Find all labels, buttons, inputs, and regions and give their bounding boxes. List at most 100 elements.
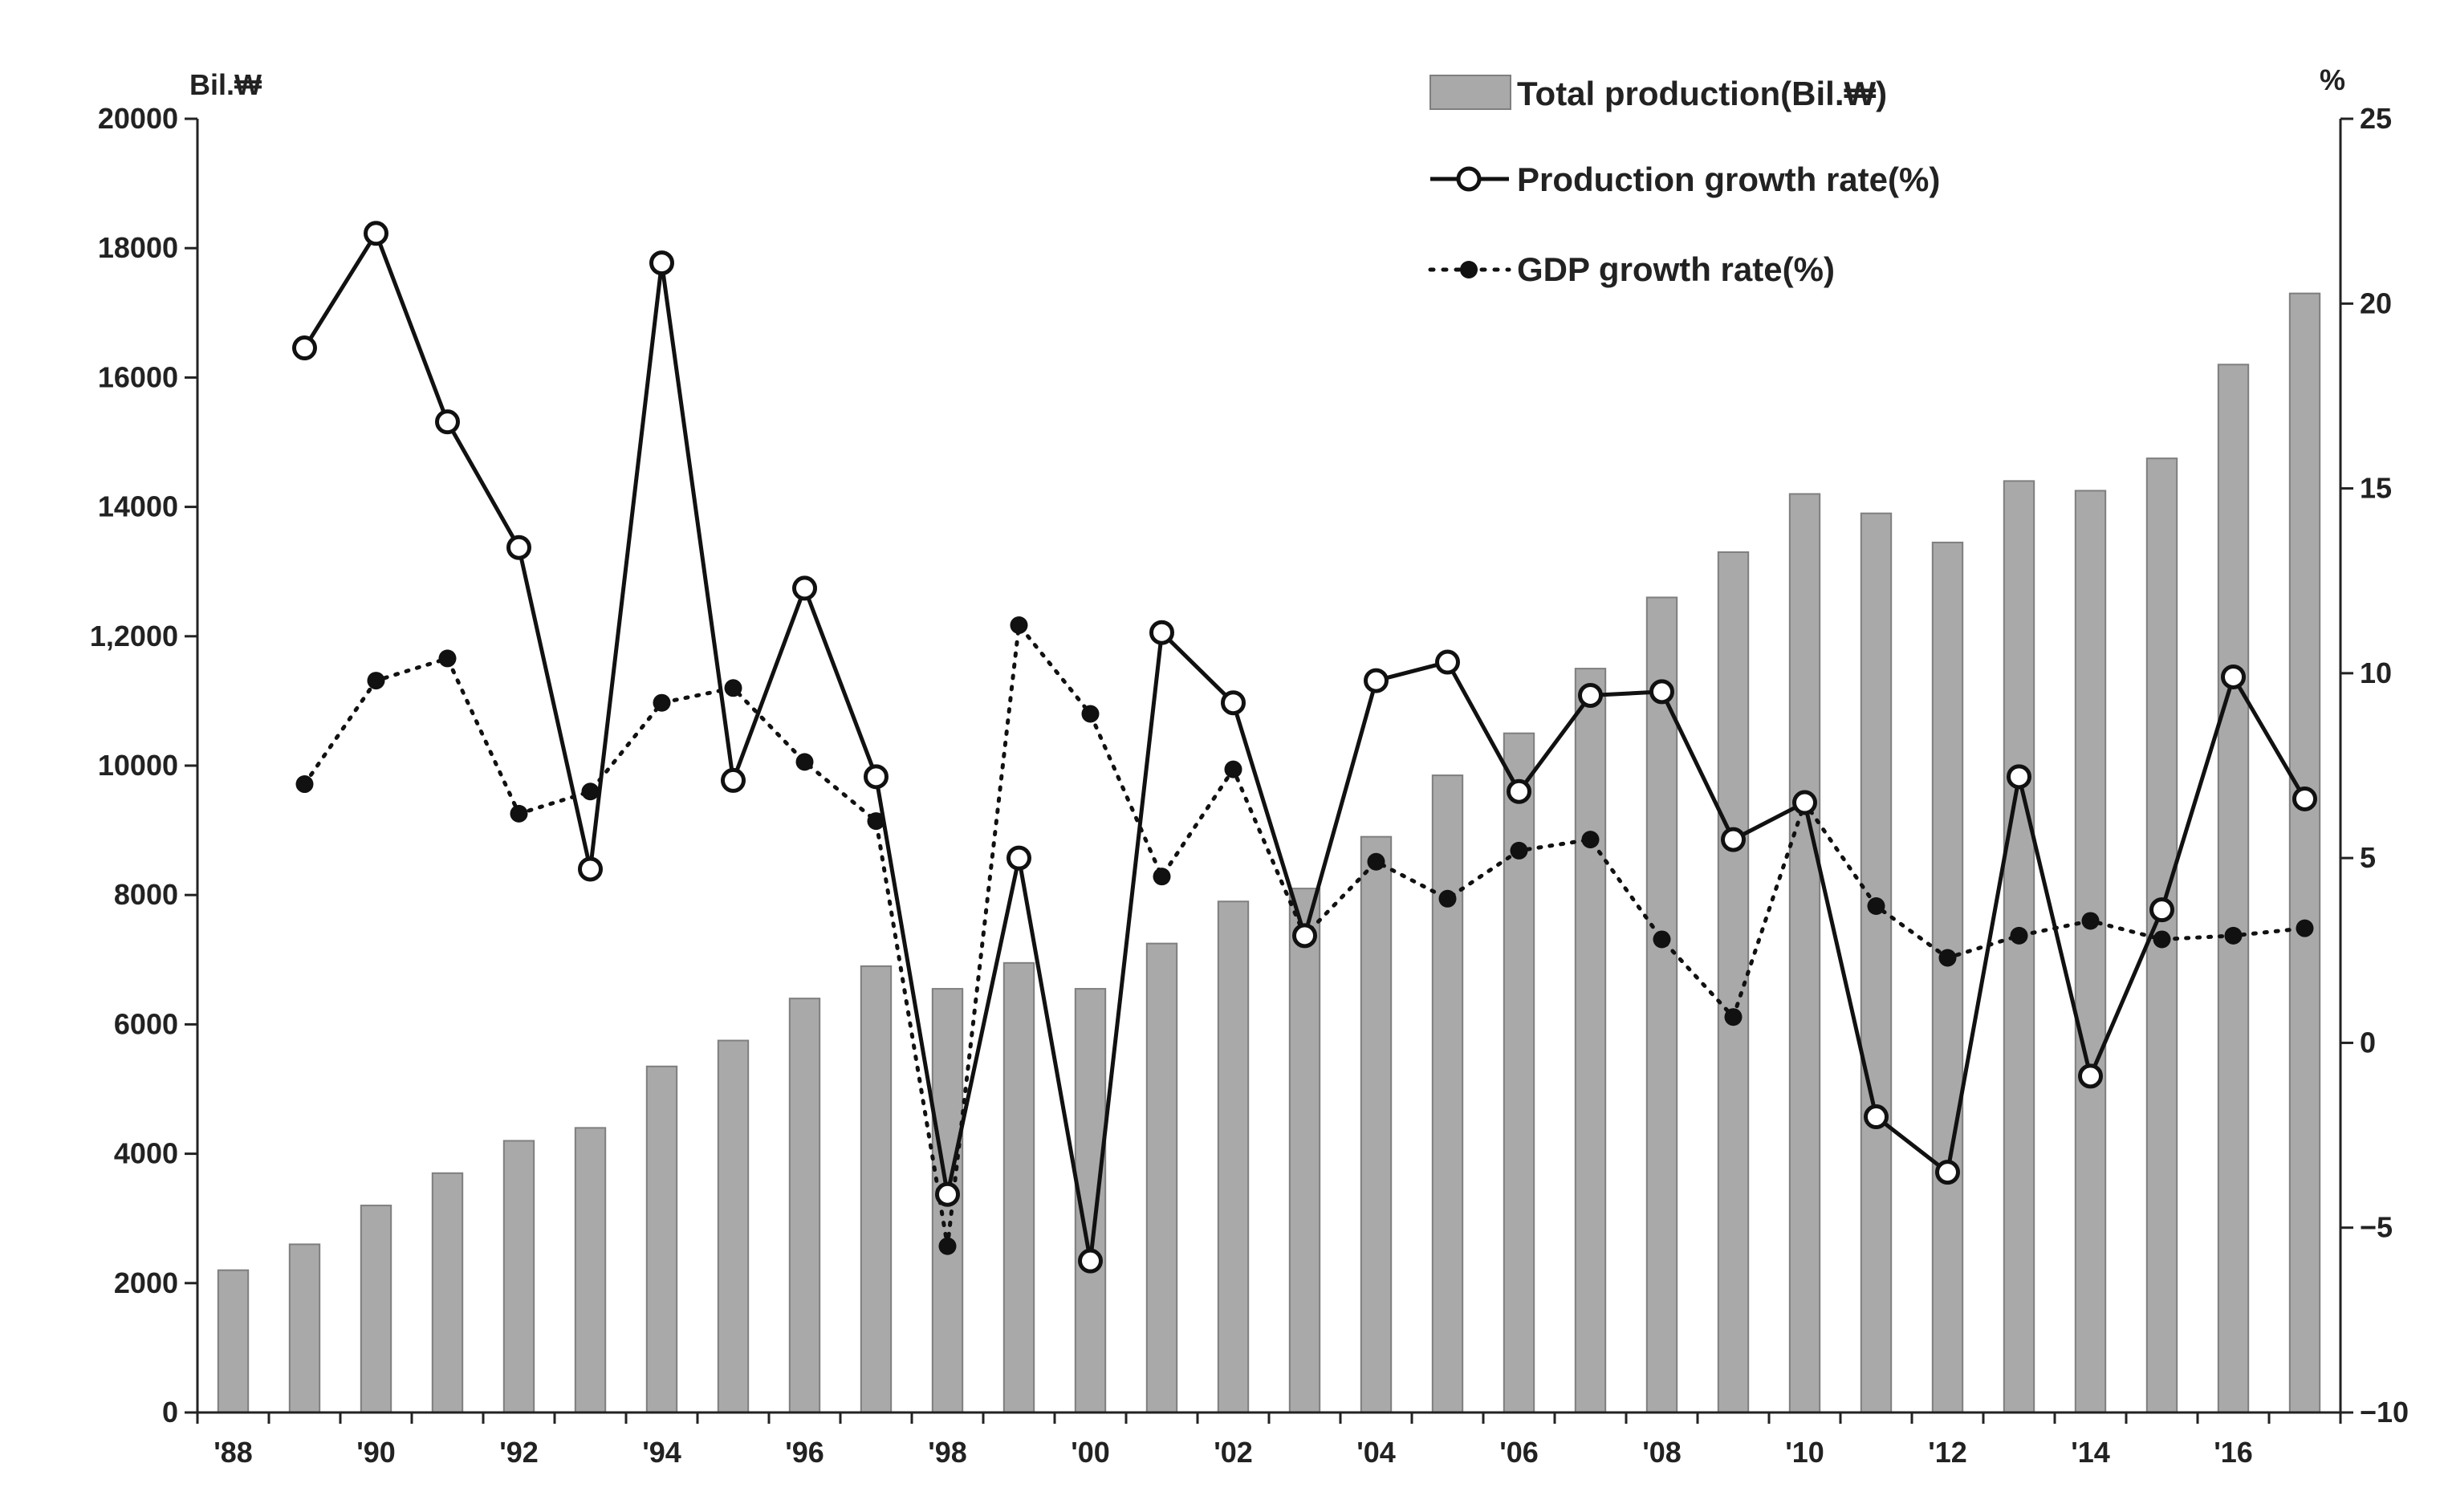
gdp-growth-point-'96 [795, 753, 814, 771]
bar-'92 [502, 1140, 535, 1413]
bar-'08 [1645, 596, 1678, 1413]
x-axis-ticks: '88 '90 '92 '94 '96 '98 '00 '02 '04 '06 '08 '10 '12 '… [196, 1412, 2342, 1469]
legend-production-growth: Production growth rate(%) [1517, 161, 1940, 198]
bar-'99 [1002, 961, 1035, 1413]
production-growth-point-'01 [1149, 620, 1174, 645]
x-tick-label: '16 [2214, 1436, 2253, 1469]
bar-'05 [1431, 774, 1464, 1413]
right-tick-label: 20 [2360, 287, 2392, 319]
left-tick-label: 4000 [114, 1137, 178, 1170]
production-growth-point-'09 [1721, 827, 1746, 852]
gdp-growth-point-'94 [653, 693, 671, 712]
gdp-growth-point-'13 [2010, 926, 2028, 945]
production-growth-point-'05 [1435, 649, 1460, 675]
gdp-growth-point-'09 [1724, 1008, 1743, 1026]
production-growth-point-'00 [1078, 1248, 1103, 1274]
legend-production-marker [1456, 166, 1482, 192]
left-tick-label: 20000 [98, 102, 178, 135]
gdp-growth-point-'07 [1581, 831, 1600, 849]
left-axis-ticks: 0 2000 4000 6000 8000 10000 1,2000 14000 16000 18… [90, 102, 197, 1429]
right-tick-label: 25 [2360, 102, 2392, 135]
legend-gdp-marker [1460, 261, 1478, 278]
production-growth-point-'98 [935, 1181, 960, 1207]
x-tick-label: '10 [1785, 1436, 1824, 1469]
bar-'13 [2003, 480, 2035, 1413]
gdp-growth-point-'01 [1153, 868, 1171, 886]
right-tick-label: 15 [2360, 472, 2392, 505]
gdp-growth-point-'17 [2296, 919, 2314, 937]
bar-'12 [1931, 541, 1964, 1413]
bar-'14 [2074, 490, 2107, 1414]
bar-'11 [1860, 512, 1893, 1413]
bar-'04 [1360, 835, 1393, 1414]
gdp-growth-point-'89 [295, 775, 314, 794]
legend: Total production(Bil.₩) Production growt… [1428, 75, 1940, 288]
gdp-growth-point-'99 [1010, 616, 1028, 634]
gdp-growth-point-'91 [438, 649, 457, 668]
bar-series [217, 292, 2321, 1414]
production-growth-point-'90 [364, 221, 388, 246]
right-tick-label: 0 [2360, 1026, 2376, 1059]
gdp-growth-point-'11 [1867, 897, 1885, 916]
bar-'96 [788, 998, 821, 1414]
left-tick-label: 18000 [98, 231, 178, 264]
gdp-growth-point-'14 [2081, 912, 2100, 930]
gdp-growth-point-'06 [1510, 841, 1528, 860]
x-tick-label: '98 [928, 1436, 967, 1469]
bar-'02 [1217, 900, 1250, 1413]
production-growth-point-'11 [1864, 1104, 1889, 1130]
bar-'01 [1145, 942, 1178, 1413]
gdp-growth-point-'05 [1438, 889, 1457, 908]
production-growth-point-'92 [506, 534, 531, 560]
bar-'17 [2288, 292, 2321, 1413]
gdp-growth-point-'90 [367, 672, 385, 690]
right-tick-label: −10 [2360, 1396, 2409, 1429]
production-growth-point-'15 [2149, 897, 2174, 923]
gdp-growth-point-'12 [1938, 949, 1957, 967]
bar-'89 [288, 1243, 321, 1413]
left-tick-label: 10000 [98, 749, 178, 782]
production-growth-point-'97 [864, 764, 889, 790]
gdp-growth-point-'16 [2224, 926, 2243, 945]
production-growth-point-'14 [2078, 1063, 2103, 1089]
production-growth-point-'17 [2292, 786, 2317, 811]
production-growth-point-'03 [1292, 923, 1317, 949]
left-tick-label: 1,2000 [90, 620, 178, 652]
x-tick-label: '94 [642, 1436, 681, 1469]
right-axis-unit: % [2320, 63, 2345, 96]
x-tick-label: '04 [1356, 1436, 1396, 1469]
left-axis-unit: Bil.₩ [189, 68, 262, 101]
legend-total-production: Total production(Bil.₩) [1517, 75, 1887, 112]
production-growth-point-'04 [1364, 668, 1389, 693]
line-series [292, 221, 2317, 1274]
legend-bar-swatch [1429, 75, 1511, 110]
production-growth-point-'12 [1935, 1160, 1960, 1185]
gdp-growth-point-'95 [724, 679, 742, 697]
gdp-growth-point-'97 [867, 812, 885, 831]
bar-'93 [574, 1127, 607, 1413]
right-axis-ticks: −10 −5 0 5 10 15 20 25 [2340, 102, 2409, 1429]
x-tick-label: '14 [2071, 1436, 2110, 1469]
gdp-growth-point-'04 [1367, 852, 1385, 871]
bar-'91 [431, 1172, 464, 1414]
bar-'06 [1503, 732, 1535, 1413]
production-growth-point-'13 [2007, 764, 2031, 790]
gdp-growth-point-'93 [581, 782, 600, 801]
x-tick-label: '90 [356, 1436, 396, 1469]
right-tick-label: 5 [2360, 841, 2376, 874]
x-tick-label: '00 [1071, 1436, 1110, 1469]
left-tick-label: 14000 [98, 490, 178, 523]
gdp-growth-point-'00 [1081, 705, 1100, 723]
bar-'94 [645, 1065, 678, 1414]
gdp-growth-point-'92 [510, 804, 528, 823]
bar-'10 [1788, 493, 1821, 1413]
production-growth-point-'99 [1007, 845, 1031, 871]
left-tick-label: 6000 [114, 1007, 178, 1040]
bar-'07 [1574, 668, 1607, 1413]
right-tick-label: 10 [2360, 656, 2392, 689]
x-tick-label: '92 [499, 1436, 539, 1469]
right-tick-label: −5 [2360, 1211, 2393, 1244]
production-growth-point-'93 [578, 856, 603, 882]
bar-'16 [2217, 364, 2250, 1413]
